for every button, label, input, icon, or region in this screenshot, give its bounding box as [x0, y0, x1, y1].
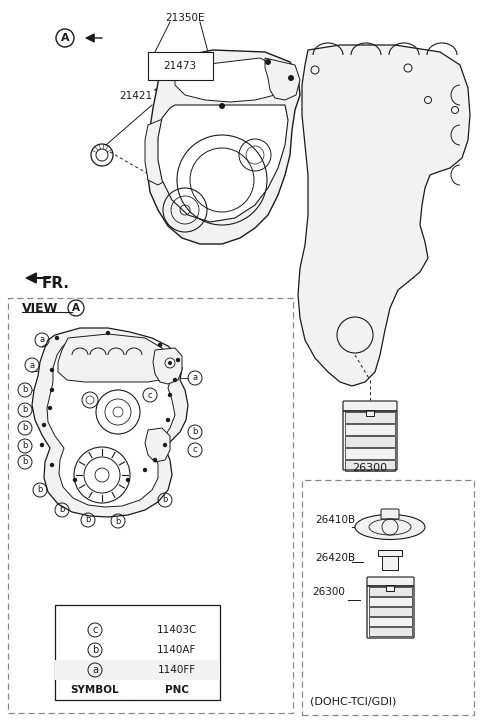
FancyBboxPatch shape	[343, 401, 397, 411]
Polygon shape	[145, 118, 182, 185]
Circle shape	[166, 418, 170, 422]
Circle shape	[126, 478, 130, 482]
Polygon shape	[265, 58, 300, 100]
Circle shape	[48, 406, 52, 410]
Text: c: c	[92, 625, 98, 635]
Text: b: b	[115, 516, 120, 526]
FancyBboxPatch shape	[381, 509, 399, 519]
Bar	[345, 436, 395, 447]
Text: VIEW: VIEW	[22, 302, 59, 315]
Text: 1140AF: 1140AF	[157, 645, 197, 655]
Bar	[148, 52, 213, 80]
Text: b: b	[162, 495, 168, 505]
Text: 1140FF: 1140FF	[158, 665, 196, 675]
Text: a: a	[92, 665, 98, 675]
Text: a: a	[39, 336, 45, 344]
Text: (DOHC-TCI/GDI): (DOHC-TCI/GDI)	[310, 696, 396, 706]
Text: c: c	[148, 391, 152, 399]
Circle shape	[168, 393, 172, 397]
Bar	[55, 605, 220, 700]
Polygon shape	[158, 105, 288, 222]
Circle shape	[165, 69, 171, 75]
Text: 26420B: 26420B	[315, 553, 355, 563]
Bar	[55, 660, 220, 680]
Bar	[345, 412, 395, 423]
Text: 26410B: 26410B	[315, 515, 355, 525]
Text: A: A	[60, 33, 69, 43]
Bar	[369, 627, 412, 636]
FancyBboxPatch shape	[367, 577, 414, 586]
Text: b: b	[22, 406, 28, 414]
Text: 26300: 26300	[312, 587, 345, 597]
Bar	[382, 552, 398, 570]
Bar	[386, 585, 394, 591]
Text: 21350E: 21350E	[165, 13, 205, 23]
Circle shape	[50, 388, 54, 392]
Bar	[369, 597, 412, 606]
Circle shape	[288, 75, 294, 81]
Circle shape	[55, 336, 59, 340]
Circle shape	[265, 59, 271, 65]
Text: b: b	[85, 516, 91, 524]
Text: c: c	[192, 445, 197, 455]
Polygon shape	[32, 328, 188, 517]
Text: PNC: PNC	[165, 685, 189, 695]
Polygon shape	[145, 428, 170, 462]
Text: b: b	[92, 645, 98, 655]
Text: b: b	[37, 485, 43, 495]
Bar	[369, 587, 412, 596]
Bar	[366, 410, 374, 416]
Bar	[345, 448, 395, 459]
Circle shape	[50, 367, 54, 373]
Circle shape	[73, 478, 77, 482]
Circle shape	[153, 458, 157, 462]
Text: 21473: 21473	[163, 61, 197, 71]
Text: b: b	[22, 441, 28, 451]
Text: 11403C: 11403C	[157, 625, 197, 635]
Text: b: b	[22, 458, 28, 466]
Circle shape	[106, 331, 110, 335]
Polygon shape	[175, 58, 282, 102]
Circle shape	[50, 463, 54, 467]
Polygon shape	[47, 336, 175, 507]
Text: SYMBOL: SYMBOL	[71, 685, 120, 695]
Text: A: A	[72, 303, 80, 313]
Text: b: b	[22, 424, 28, 432]
Circle shape	[158, 343, 162, 347]
Text: 21421: 21421	[119, 91, 152, 101]
Circle shape	[143, 468, 147, 472]
Bar	[369, 607, 412, 616]
Polygon shape	[58, 334, 168, 382]
Text: b: b	[22, 386, 28, 394]
Circle shape	[42, 423, 46, 427]
Polygon shape	[153, 348, 182, 384]
Text: FR.: FR.	[42, 276, 70, 290]
Polygon shape	[298, 45, 470, 386]
Ellipse shape	[355, 515, 425, 539]
Circle shape	[40, 443, 44, 447]
Circle shape	[173, 378, 177, 382]
Bar	[369, 617, 412, 626]
Text: b: b	[60, 505, 65, 515]
Bar	[345, 424, 395, 435]
Polygon shape	[147, 50, 300, 244]
Text: 26300: 26300	[352, 463, 387, 473]
Circle shape	[168, 361, 172, 365]
Text: a: a	[29, 360, 35, 370]
Circle shape	[219, 103, 225, 109]
Text: a: a	[192, 373, 198, 383]
Text: b: b	[192, 427, 198, 437]
Bar	[378, 550, 402, 556]
Bar	[345, 460, 395, 471]
Circle shape	[163, 443, 167, 447]
Circle shape	[176, 358, 180, 362]
